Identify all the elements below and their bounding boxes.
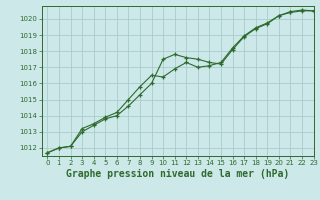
X-axis label: Graphe pression niveau de la mer (hPa): Graphe pression niveau de la mer (hPa): [66, 169, 289, 179]
